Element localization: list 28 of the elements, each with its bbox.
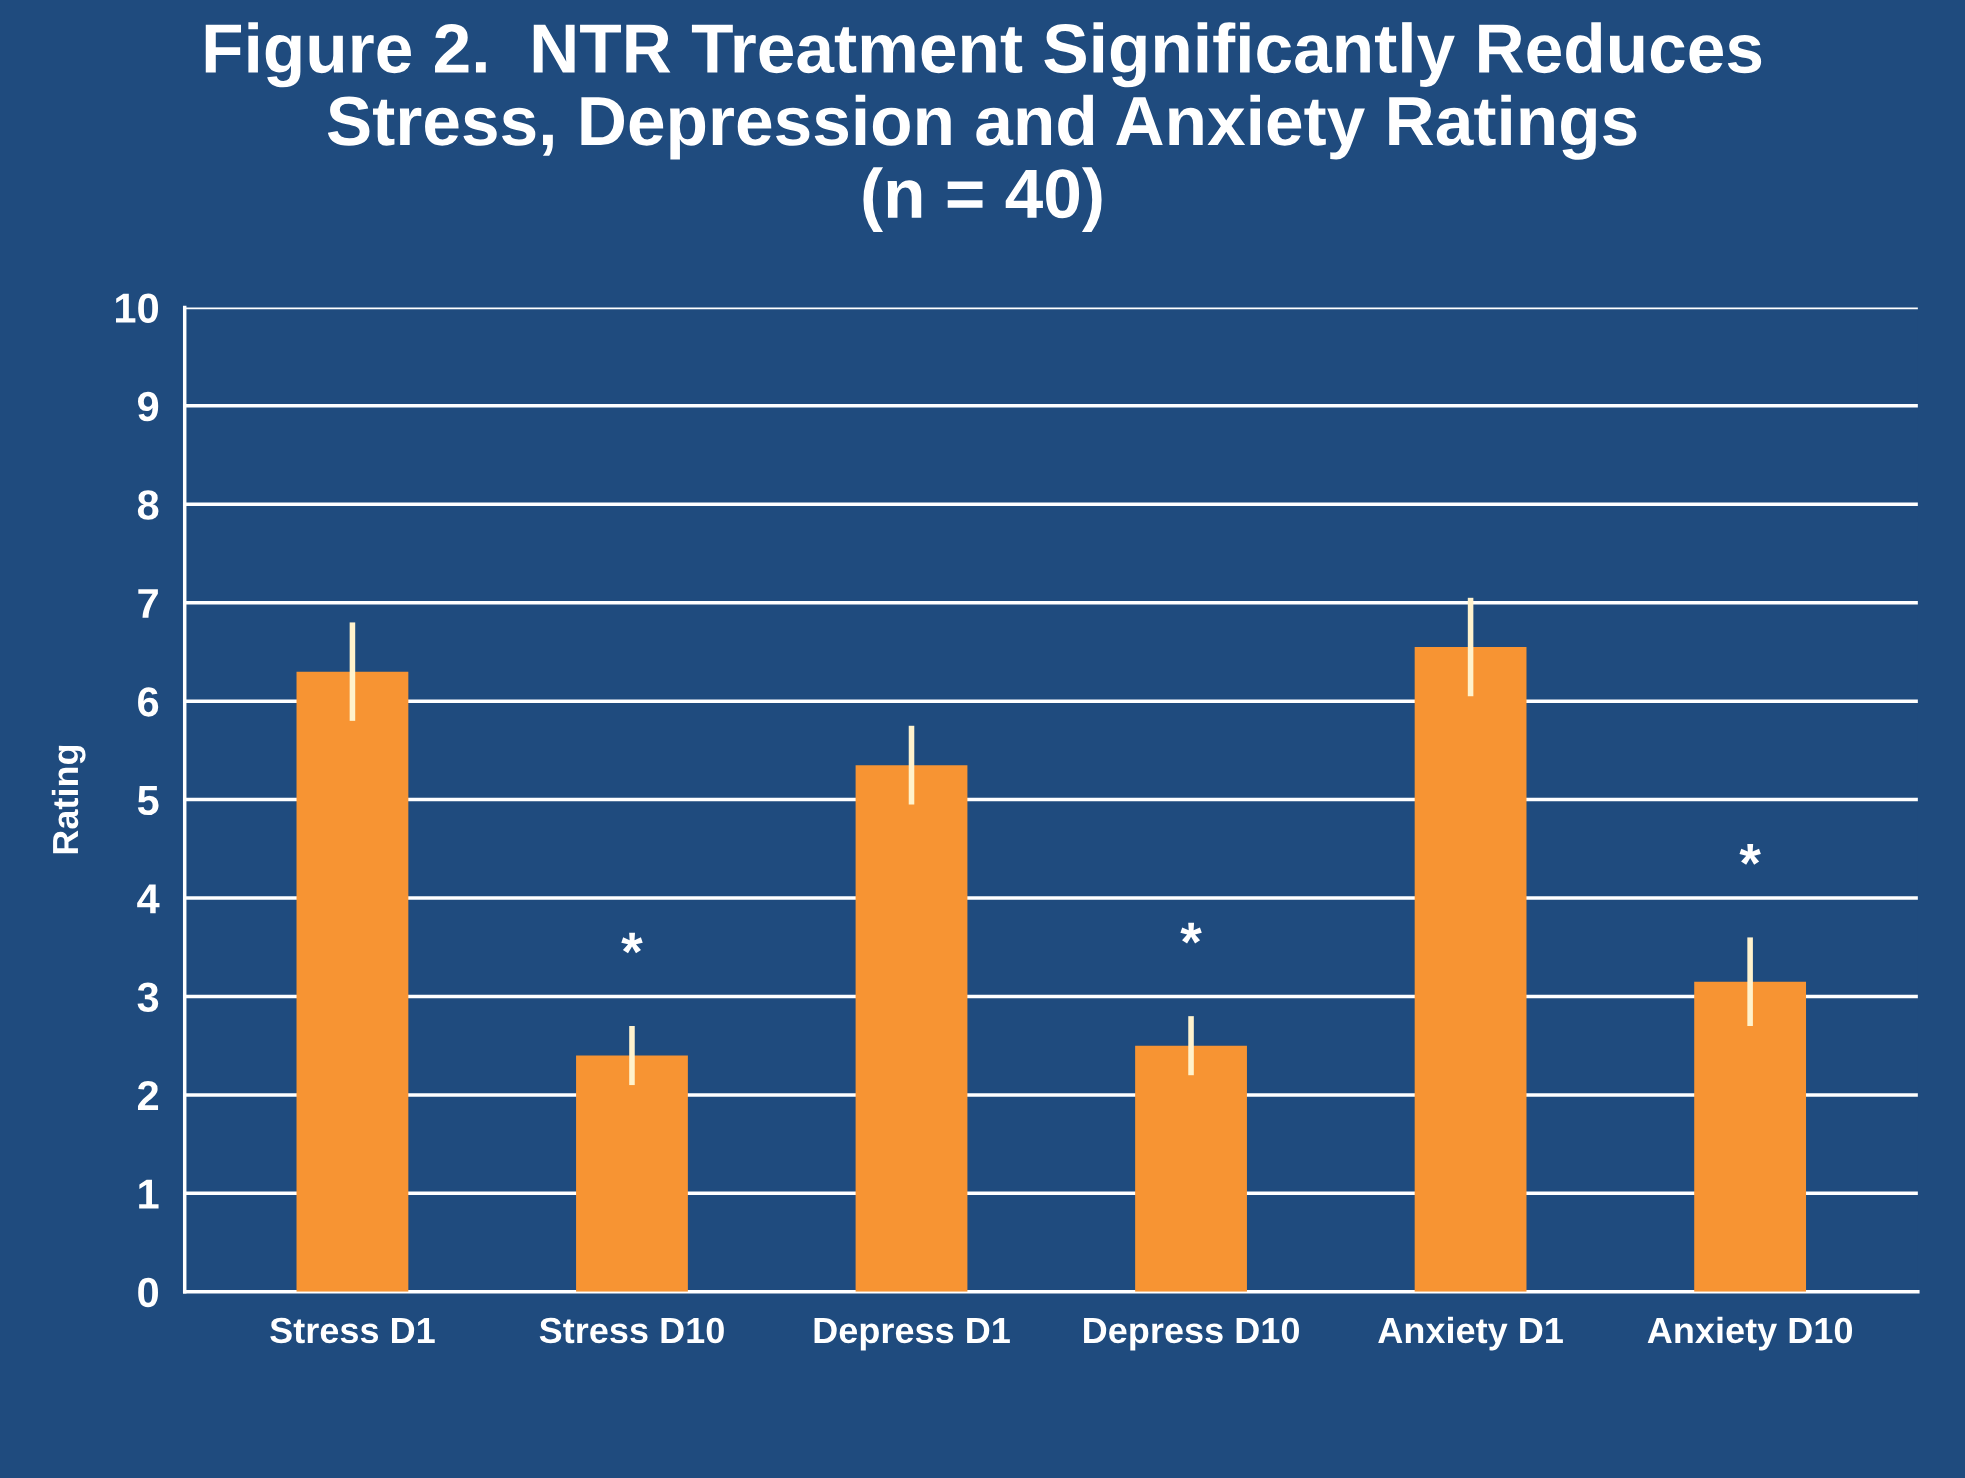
x-tick-label: Depress D10 xyxy=(1084,1317,1299,1351)
bar xyxy=(296,671,409,1292)
bar xyxy=(855,765,968,1292)
bar xyxy=(1694,981,1807,1292)
x-tick-label: Stress D1 xyxy=(270,1317,435,1344)
data-label: * xyxy=(621,932,643,954)
y-tick-label: 0 xyxy=(138,1277,158,1308)
data-label: * xyxy=(1739,844,1761,865)
bar xyxy=(1414,647,1527,1292)
y-tick-label: 9 xyxy=(137,391,159,422)
x-tick-label: Anxiety D10 xyxy=(1647,1316,1853,1351)
data-label: * xyxy=(1180,922,1202,944)
x-tick-label: Anxiety D1 xyxy=(1378,1316,1563,1351)
x-tick-label: Depress D1 xyxy=(814,1318,1010,1351)
x-tick-label: Stress D10 xyxy=(539,1317,724,1344)
y-tick-label: 7 xyxy=(138,589,158,618)
bar xyxy=(1135,1045,1247,1292)
y-tick-label: 2 xyxy=(137,1080,159,1110)
chart-title: Figure 2. NTR Treatment Significantly Reduces Stress, Depression and Anxiety Ratings (n = 40) xyxy=(205,22,1762,233)
y-tick-label: 4 xyxy=(137,884,160,914)
y-axis-title: Rating xyxy=(51,745,86,854)
y-tick-label: 8 xyxy=(137,490,159,520)
y-tick-label: 1 xyxy=(139,1179,159,1209)
y-tick-label: 3 xyxy=(137,982,159,1013)
bar xyxy=(576,1055,688,1292)
y-tick-label: 10 xyxy=(115,293,159,323)
y-tick-label: 5 xyxy=(137,786,159,816)
y-tick-label: 6 xyxy=(138,687,159,717)
